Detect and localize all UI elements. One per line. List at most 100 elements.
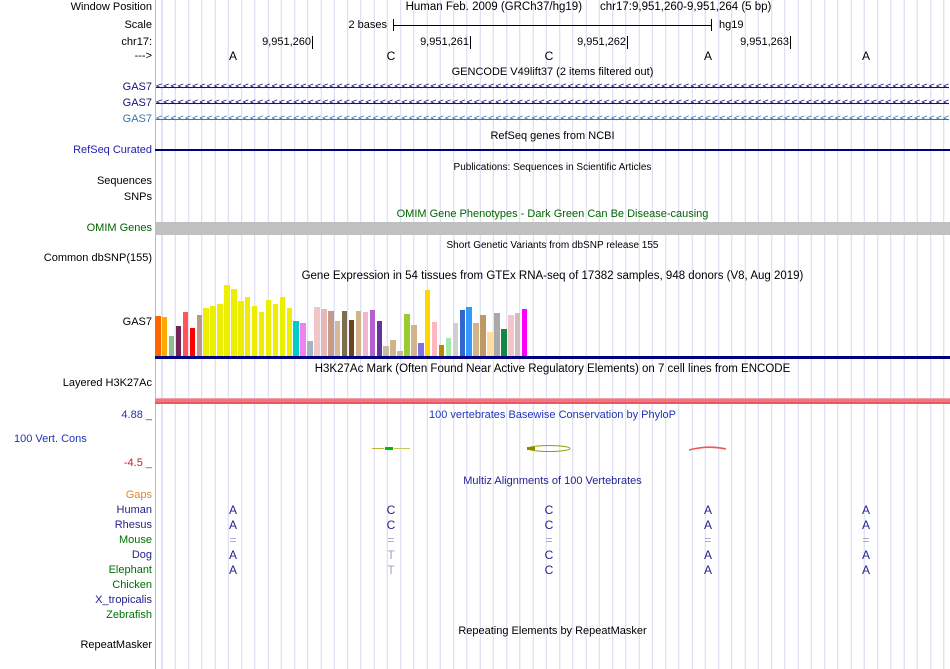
gene-label-gas7[interactable]: GAS7 [122,113,152,125]
gtex-expression-bar[interactable] [438,345,445,356]
h3k27ac-signal-bar[interactable] [155,398,950,404]
gtex-expression-bar[interactable] [224,285,230,356]
track-label-repeatmasker[interactable]: RepeatMasker [80,639,152,651]
gtex-expression-bar[interactable] [258,312,265,356]
species-label-zebrafish[interactable]: Zebrafish [106,609,152,621]
scale-value: 2 bases [348,19,387,31]
alignment-base: = [387,533,395,547]
gtex-expression-bar[interactable] [272,304,279,356]
track-label-gtex-gene[interactable]: GAS7 [122,316,152,328]
gtex-expression-bar[interactable] [265,300,272,356]
gene-label-gas7[interactable]: GAS7 [122,81,152,93]
gtex-expression-bar[interactable] [459,310,466,356]
gtex-expression-bar[interactable] [314,307,320,356]
gtex-expression-bar[interactable] [293,321,299,356]
gtex-expression-bar[interactable] [155,316,161,356]
gtex-expression-bar[interactable] [376,321,382,356]
conservation-peak [385,447,393,450]
gtex-expression-bar[interactable] [494,313,500,356]
track-label-refseq-curated[interactable]: RefSeq Curated [73,144,152,156]
gene-transcript-gas7[interactable]: <<<<<<<<<<<<<<<<<<<<<<<<<<<<<<<<<<<<<<<<… [156,97,949,110]
gtex-expression-bar[interactable] [279,297,286,356]
gtex-expression-bar[interactable] [514,313,521,356]
species-label-elephant[interactable]: Elephant [108,564,152,576]
coordinate-tick: 9,951,261 [389,36,471,49]
refseq-curated-gene-line[interactable] [155,149,950,151]
gtex-expression-bar[interactable] [452,323,459,356]
gtex-expression-bar[interactable] [238,301,244,356]
gtex-expression-bar[interactable] [182,312,189,356]
gtex-expression-bar[interactable] [300,323,306,356]
gene-label-gas7[interactable]: GAS7 [122,97,152,109]
gtex-expression-bar[interactable] [487,332,493,356]
track-label-100-vert-cons[interactable]: 100 Vert. Cons [14,433,87,445]
conservation-mark-red-arc[interactable] [688,443,728,453]
gtex-expression-bar[interactable] [231,289,237,356]
species-label-chicken[interactable]: Chicken [112,579,152,591]
alignment-base: A [861,548,870,562]
gtex-expression-bar[interactable] [321,309,327,356]
chromosome-label[interactable]: chr17: [121,36,152,48]
track-label-sequences[interactable]: Sequences [96,175,152,187]
gtex-expression-bar[interactable] [348,320,355,356]
alignment-base: A [228,518,237,532]
gtex-expression-bar[interactable] [168,336,175,356]
gene-transcript-gas7[interactable]: <<<<<<<<<<<<<<<<<<<<<<<<<<<<<<<<<<<<<<<<… [156,113,949,126]
gtex-expression-bar[interactable] [508,315,514,356]
gtex-expression-bar[interactable] [466,307,472,356]
gtex-expression-bar[interactable] [397,351,403,356]
reference-base: A [861,49,870,63]
gtex-expression-bar[interactable] [286,308,293,356]
gtex-expression-bar[interactable] [418,343,424,356]
conservation-mark-green[interactable] [372,447,410,450]
gtex-expression-bar[interactable] [473,323,479,356]
gtex-expression-bar[interactable] [210,306,216,356]
gtex-expression-bar[interactable] [161,317,168,356]
species-label-gaps[interactable]: Gaps [125,489,152,501]
window-position-label[interactable]: Window Position [70,1,152,13]
gtex-expression-bar[interactable] [307,341,313,356]
gtex-expression-bar[interactable] [521,309,528,356]
gtex-expression-bar[interactable] [334,321,341,356]
conservation-line [372,448,384,449]
gtex-expression-bar[interactable] [404,314,410,356]
gtex-expression-bar[interactable] [411,325,417,356]
track-label-common-dbsnp[interactable]: Common dbSNP(155) [43,252,152,264]
gtex-expression-bar[interactable] [390,340,396,356]
species-label-mouse[interactable]: Mouse [118,534,152,546]
gtex-expression-bar[interactable] [189,328,196,356]
gtex-bar-chart[interactable] [155,285,950,356]
gtex-expression-bar[interactable] [369,310,376,356]
species-label-human[interactable]: Human [116,504,152,516]
gtex-expression-bar[interactable] [203,308,209,356]
scale-label[interactable]: Scale [124,19,152,31]
gtex-expression-bar[interactable] [175,326,182,356]
gtex-expression-bar[interactable] [383,346,389,356]
conservation-mark-olive-lens[interactable] [527,444,572,453]
gene-transcript-gas7[interactable]: <<<<<<<<<<<<<<<<<<<<<<<<<<<<<<<<<<<<<<<<… [156,81,949,94]
gtex-expression-bar[interactable] [251,306,258,356]
gtex-expression-bar[interactable] [445,338,452,356]
gtex-expression-bar[interactable] [341,311,348,356]
species-label-x_tropicalis[interactable]: X_tropicalis [95,594,152,606]
gtex-expression-bar[interactable] [424,290,431,356]
species-label-dog[interactable]: Dog [131,549,152,561]
omim-gene-bar[interactable] [155,222,950,235]
gtex-expression-bar[interactable] [328,311,334,356]
gtex-expression-bar[interactable] [362,312,369,356]
gtex-expression-bar[interactable] [355,311,362,356]
track-label-snps[interactable]: SNPs [123,191,152,203]
track-label-layered-h3k27ac[interactable]: Layered H3K27Ac [62,377,152,389]
gtex-expression-bar[interactable] [480,315,486,356]
gtex-expression-bar[interactable] [431,322,438,356]
gtex-expression-bar[interactable] [244,297,251,356]
alignment-base: = [704,533,712,547]
gtex-expression-bar[interactable] [217,304,223,356]
coordinate-tick: 9,951,262 [546,36,628,49]
species-label-rhesus[interactable]: Rhesus [114,519,152,531]
alignment-base: C [544,563,554,577]
direction-arrow-label[interactable]: ---> [134,50,152,62]
track-label-omim-genes[interactable]: OMIM Genes [86,222,152,234]
gtex-expression-bar[interactable] [501,329,507,356]
gtex-expression-bar[interactable] [196,315,203,356]
